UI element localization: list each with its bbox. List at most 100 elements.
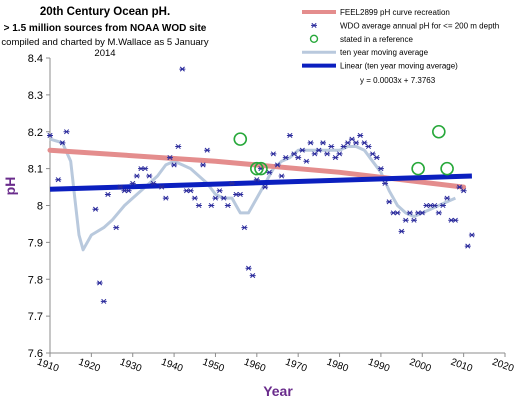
wdo-data-point [369,151,376,157]
wdo-data-point [253,177,260,183]
reference-point [250,161,264,176]
wdo-data-point [63,129,70,135]
wdo-data-point [411,217,417,223]
wdo-data-point [129,180,136,186]
wdo-data-point [439,202,446,209]
legend-label: Linear (ten year moving average) [340,62,458,71]
wdo-data-point [150,180,157,186]
wdo-data-point [100,298,107,304]
wdo-data-point [146,173,153,179]
wdo-data-point [373,155,380,161]
wdo-data-point [365,143,372,150]
wdo-data-point [220,195,227,201]
y-tick-label: 8.4 [28,53,43,65]
y-tick-label: 7.6 [28,348,43,360]
wdo-data-point [386,199,393,205]
wdo-data-point [452,217,459,223]
wdo-data-point [394,210,401,216]
legend-swatch-wdo [311,22,317,28]
regression-equation: y = 0.0003x + 7.3763 [360,76,436,85]
wdo-data-point [117,184,124,190]
wdo-data-point [262,184,269,190]
wdo-data-point [142,166,149,172]
reference-point [432,124,446,139]
wdo-data-point [344,140,351,146]
wdo-data-point [295,155,302,161]
wdo-data-point [195,202,202,209]
wdo-data-point [348,136,355,142]
wdo-data-point [166,155,173,161]
legend-label: FEEL2899 pH curve recreation [340,8,450,17]
y-tick-label: 7.8 [28,274,43,286]
wdo-data-point [361,140,368,146]
legend-label: stated in a reference [340,35,413,44]
wdo-data-point [133,173,140,179]
chart-credit: compiled and charted by M.Wallace as 5 J… [1,37,209,59]
wdo-data-point [460,188,467,194]
wdo-data-point [270,151,277,157]
wdo-data-point [307,140,314,146]
wdo-data-point [162,195,169,201]
wdo-data-point [382,180,389,186]
wdo-data-point [229,180,235,186]
y-tick-label: 8.3 [28,90,43,102]
y-axis-title: pH [2,177,18,196]
y-tick-label: 7.7 [28,311,43,323]
reference-point [233,132,248,146]
wdo-data-point [191,195,198,201]
wdo-data-point [377,166,384,172]
wdo-data-point [241,225,248,231]
chart-title-block: 20th Century Ocean pH. > 1.5 million sou… [0,6,210,59]
wdo-data-point [315,147,322,153]
wdo-data-point [303,158,310,164]
legend-label: WDO average annual pH for <= 200 m depth [340,21,499,30]
y-tick-label: 7.9 [28,237,43,249]
wdo-data-point [96,280,103,286]
wdo-data-point [224,202,231,209]
wdo-data-point [299,147,306,153]
wdo-data-point [324,151,331,157]
y-tick-label: 8.1 [28,164,43,176]
wdo-data-point [320,140,326,146]
y-tick-label: 8 [37,201,43,213]
reference-point [254,161,268,176]
wdo-data-point [278,173,285,179]
wdo-data-point [406,210,413,216]
wdo-data-point [340,143,347,150]
wdo-data-point [249,273,256,279]
wdo-data-point [59,140,66,146]
wdo-data-point [274,162,281,168]
x-axis-title: Year [263,383,293,399]
reference-point [411,161,425,176]
wdo-data-point [187,188,194,194]
wdo-data-point [444,195,451,201]
wdo-data-point [291,151,298,157]
wdo-data-point [212,195,219,201]
wdo-data-point [104,191,111,197]
wdo-data-point [113,225,120,231]
y-tick-label: 8.2 [28,127,43,139]
wdo-data-point [200,162,207,168]
reference-point [440,161,454,176]
wdo-data-point [419,210,426,216]
wdo-data-point [464,243,471,249]
legend-label: ten year moving average [340,48,429,57]
legend-swatch-reference [309,34,319,43]
wdo-data-point [208,202,215,209]
wdo-data-point [398,228,405,234]
wdo-data-point [328,143,335,150]
wdo-data-point [237,191,244,197]
wdo-data-point [158,184,165,190]
wdo-data-point [125,188,132,194]
wdo-data-point [171,162,178,168]
wdo-data-point [216,188,223,194]
wdo-data-point [431,202,438,209]
wdo-data-point [311,151,318,157]
wdo-data-point [332,155,339,161]
wdo-data-point [179,66,186,72]
wdo-data-point [435,210,442,216]
wdo-data-point [92,206,99,212]
